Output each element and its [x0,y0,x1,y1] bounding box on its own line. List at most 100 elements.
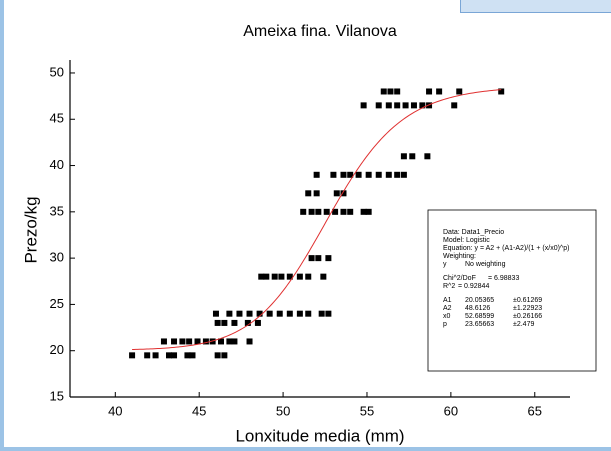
fit-param-error: ±2.479 [513,321,534,328]
point [263,273,270,280]
point [305,273,312,280]
fit-param-value: 52.68599 [465,313,494,320]
fit-param-value: 20.05365 [465,297,494,304]
point [171,352,178,359]
x-tick-label: 50 [276,403,290,418]
y-tick-label: 15 [50,388,64,403]
point [278,273,285,280]
fit-weighting: Weighting: [443,253,476,260]
point [160,338,167,345]
point [313,190,320,197]
point [179,338,186,345]
point [347,171,354,178]
point [360,102,367,109]
point [189,352,196,359]
point [365,208,372,215]
fit-param-error: ±0.26166 [513,313,542,320]
point [214,352,221,359]
point [258,273,265,280]
point [194,338,201,345]
point [323,208,330,215]
y-tick-label: 20 [50,342,64,357]
point [400,153,407,160]
point [226,338,233,345]
point [186,338,193,345]
point [305,310,312,317]
point [184,352,191,359]
point [144,352,151,359]
point [409,153,416,160]
point [286,273,293,280]
point [315,255,322,262]
y-tick-label: 30 [50,250,64,265]
fit-param-name: A1 [443,297,452,304]
point [325,310,332,317]
point [214,319,221,326]
point [231,319,238,326]
point [365,171,372,178]
point [271,273,278,280]
point [424,153,431,160]
point [333,190,340,197]
y-tick-label: 50 [50,64,64,79]
point [308,255,315,262]
point [385,171,392,178]
y-axis-label: Prezo/kg [21,196,40,263]
point [451,102,458,109]
fit-param-name: p [443,321,447,328]
point [305,190,312,197]
point [419,102,426,109]
point [286,310,293,317]
point [347,208,354,215]
fit-r2-label: R^2 [443,283,455,290]
point [231,338,238,345]
fit-chi2: = 6.98833 [488,275,519,282]
fit-data: Data: Data1_Precio [443,229,504,236]
point [246,338,253,345]
fit-param-error: ±0.61269 [513,297,542,304]
point [266,310,273,317]
x-tick-label: 40 [108,403,122,418]
point [300,208,307,215]
point [296,273,303,280]
fit-weighting-value: No weighting [465,261,506,268]
point [325,255,332,262]
point [218,338,225,345]
fit-r2: = 0.92844 [458,283,489,290]
y-tick-label: 40 [50,157,64,172]
frame-corner [460,0,611,13]
x-tick-label: 45 [192,403,206,418]
point [221,319,228,326]
point [254,319,261,326]
y-tick-label: 25 [50,296,64,311]
fit-param-value: 48.6126 [465,305,490,312]
fit-param-error: ±1.22923 [513,305,542,312]
point [375,102,382,109]
point [436,88,443,95]
point [340,208,347,215]
fit-chi2-label: Chi^2/DoF [443,275,476,282]
point [236,310,243,317]
point [456,88,463,95]
point [209,338,216,345]
point [375,171,382,178]
point [394,88,401,95]
point [308,208,315,215]
point [320,273,327,280]
fit-model: Model: Logistic [443,237,490,244]
point [256,310,263,317]
point [318,310,325,317]
point [212,310,219,317]
x-axis-label: Lonxitude media (mm) [235,426,404,445]
y-tick-label: 45 [50,111,64,126]
point [387,88,394,95]
point [394,171,401,178]
point [385,102,392,109]
point [315,208,322,215]
point [410,102,417,109]
point [296,310,303,317]
x-tick-label: 55 [360,403,374,418]
point [402,102,409,109]
point [394,102,401,109]
